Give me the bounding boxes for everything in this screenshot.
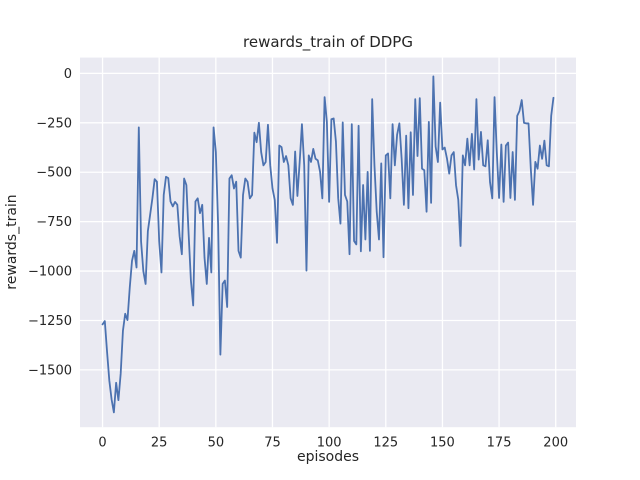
x-tick-label: 200	[543, 436, 568, 451]
x-tick-label: 125	[373, 436, 398, 451]
y-tick-label: −1500	[28, 363, 72, 378]
y-tick-label: −1000	[28, 265, 72, 280]
x-tick-label: 0	[98, 436, 106, 451]
y-tick-label: 0	[64, 67, 72, 82]
x-tick-label: 150	[430, 436, 455, 451]
x-tick-label: 75	[264, 436, 281, 451]
y-axis-label: rewards_train	[4, 194, 20, 290]
plot-area	[80, 57, 576, 428]
x-tick-label: 175	[487, 436, 512, 451]
y-tick-label: −1250	[28, 314, 72, 329]
y-tick-label: −500	[36, 166, 72, 181]
y-tick-label: −250	[36, 116, 72, 131]
chart-title: rewards_train of DDPG	[243, 33, 413, 51]
x-tick-label: 25	[151, 436, 168, 451]
x-tick-label: 100	[317, 436, 342, 451]
x-axis-label: episodes	[296, 449, 360, 465]
y-tick-label: −750	[36, 215, 72, 230]
series-line	[101, 75, 555, 414]
x-tick-label: 50	[208, 436, 225, 451]
